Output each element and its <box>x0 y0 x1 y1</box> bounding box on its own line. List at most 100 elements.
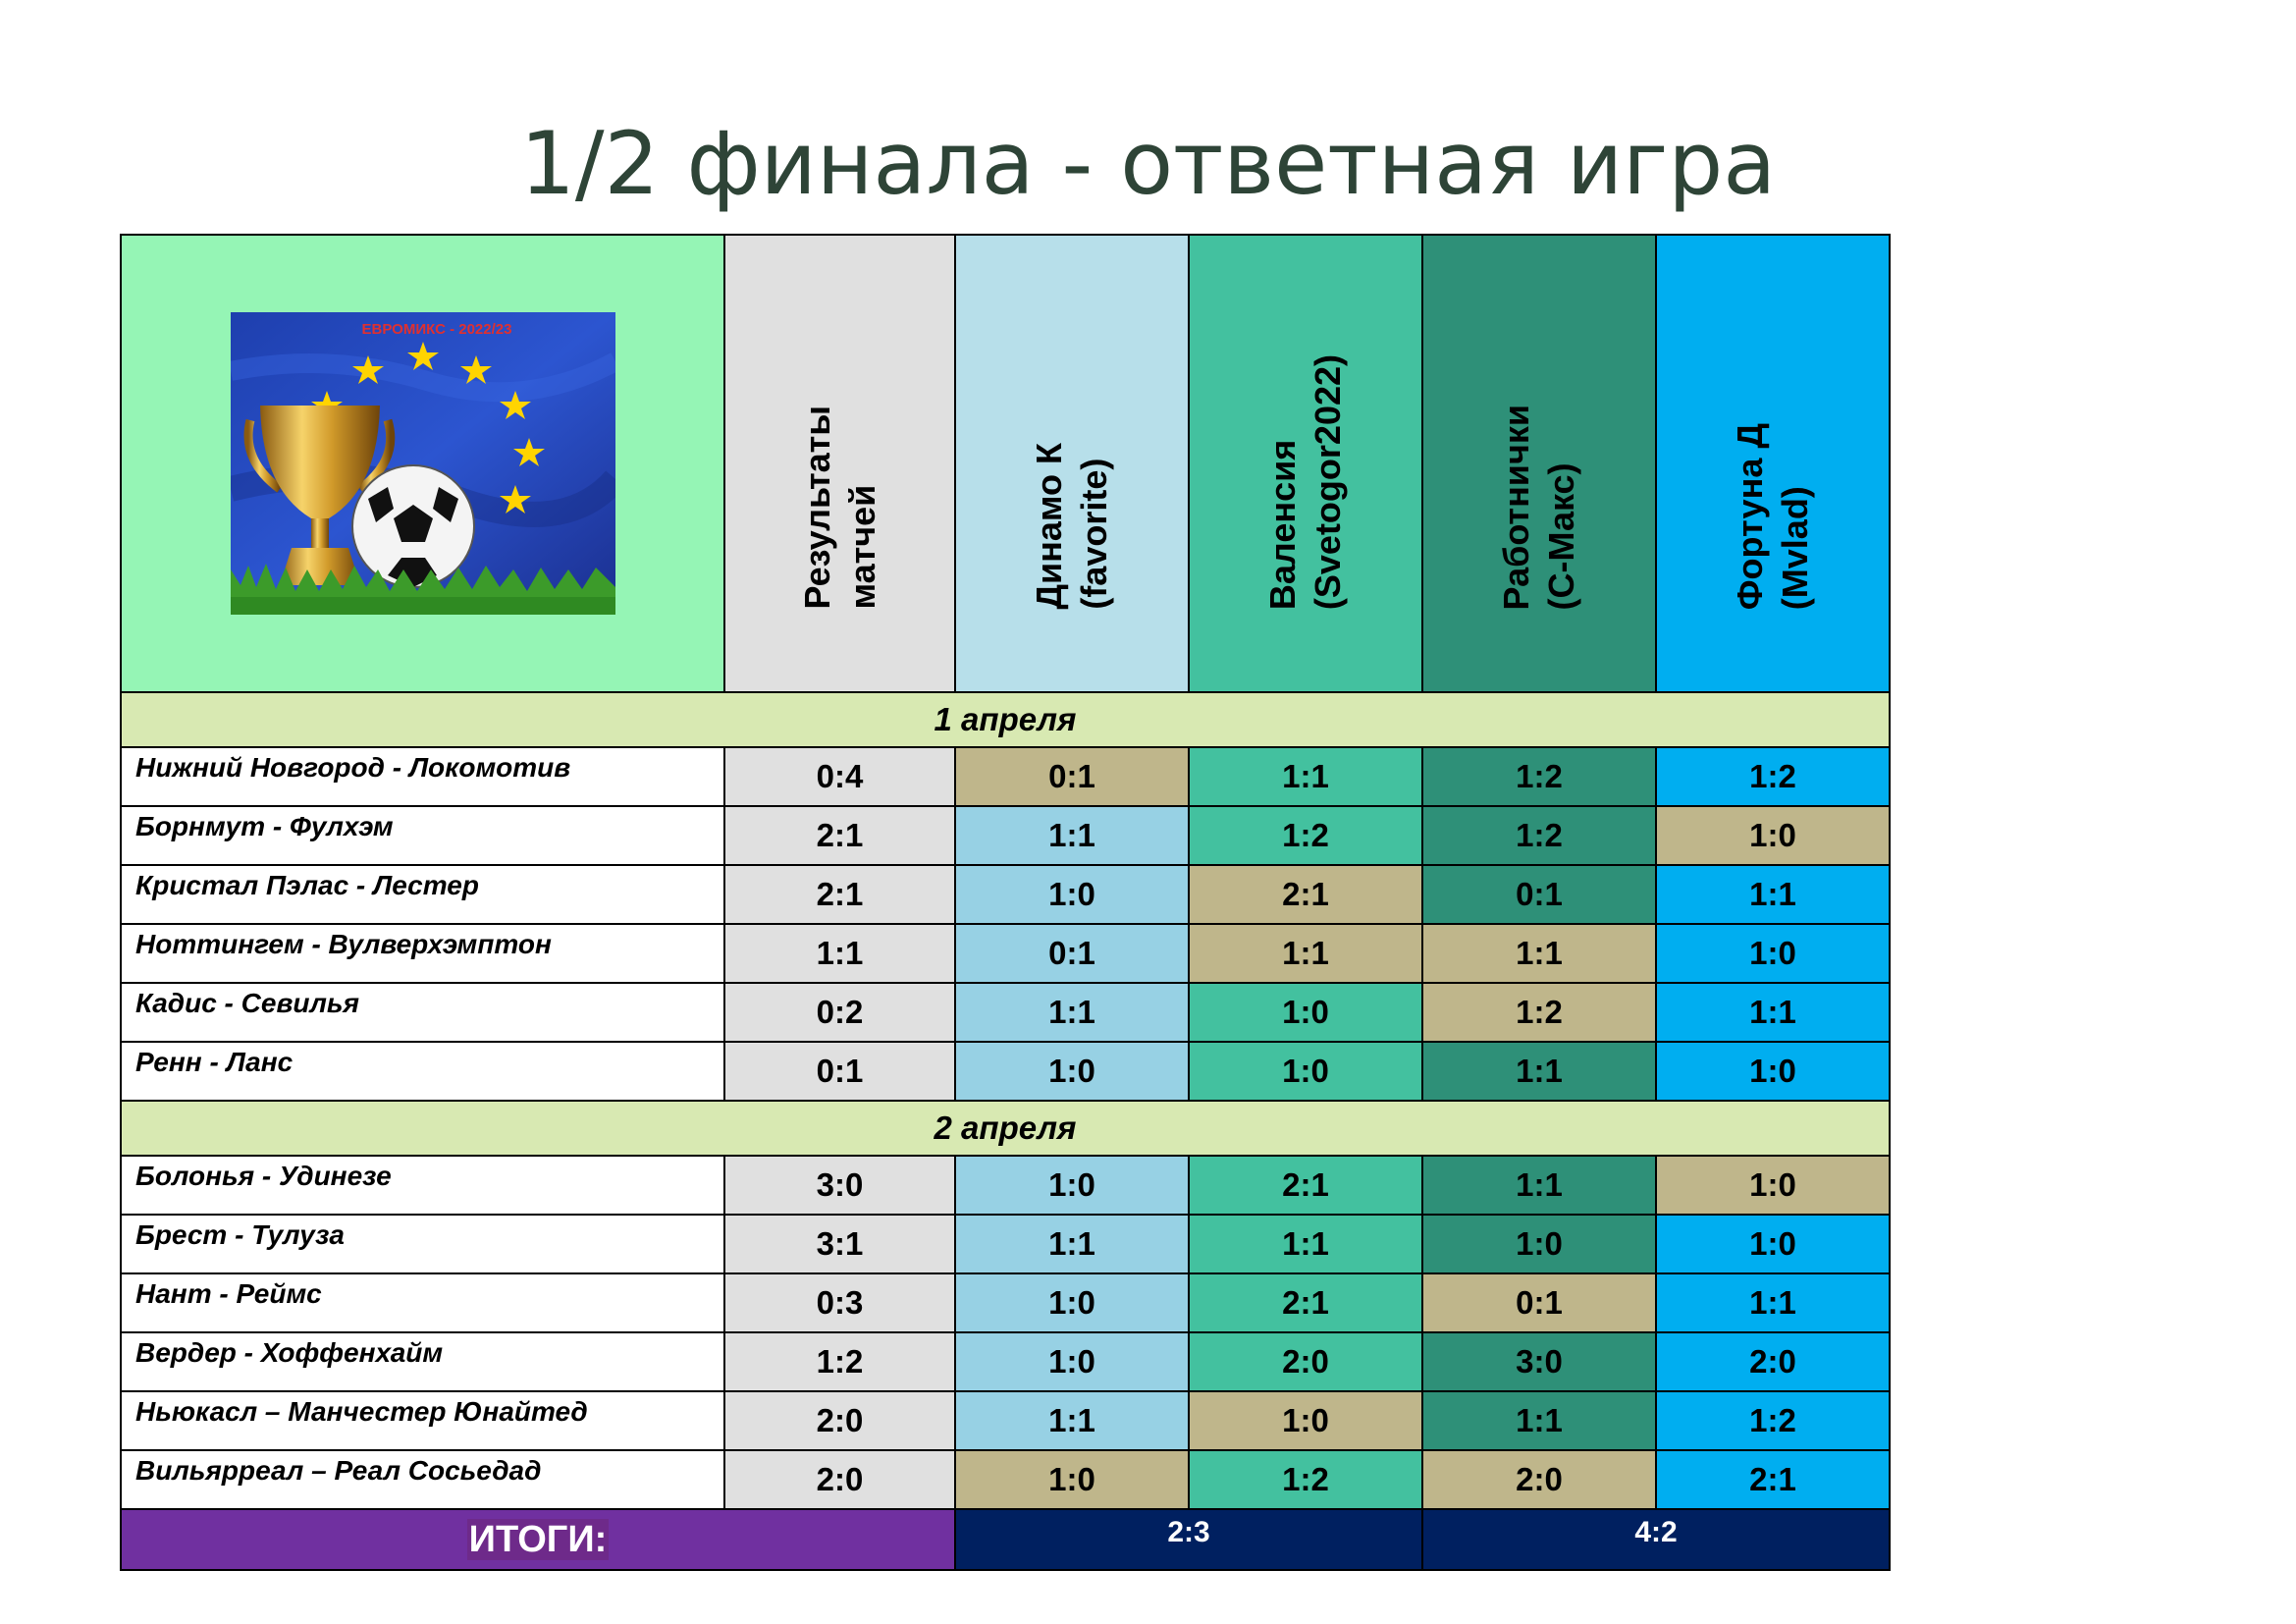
match-name: Ньюкасл – Манчестер Юнайтед <box>120 1390 725 1451</box>
date-row: 1 апреля <box>120 691 1891 748</box>
score-cell-rabotnichki: 1:2 <box>1421 746 1657 807</box>
score-cell-valencia: 1:0 <box>1188 1390 1423 1451</box>
score-cell-dinamo: 1:1 <box>954 1390 1190 1451</box>
score-cell-fortuna: 1:0 <box>1655 805 1891 866</box>
score-cell-fortuna: 1:0 <box>1655 923 1891 984</box>
score-cell-results: 2:1 <box>723 864 956 925</box>
score-cell-fortuna: 1:2 <box>1655 746 1891 807</box>
score-cell-valencia: 1:1 <box>1188 923 1423 984</box>
score-cell-fortuna: 1:1 <box>1655 1272 1891 1333</box>
score-cell-valencia: 1:2 <box>1188 805 1423 866</box>
score-cell-fortuna: 2:1 <box>1655 1449 1891 1510</box>
page-title: 1/2 финала - ответная игра <box>519 113 1777 214</box>
score-cell-rabotnichki: 1:1 <box>1421 923 1657 984</box>
match-name: Кристал Пэлас - Лестер <box>120 864 725 925</box>
totals-label-cell: ИТОГИ: <box>120 1508 956 1571</box>
score-cell-results: 0:1 <box>723 1041 956 1102</box>
score-cell-results: 1:2 <box>723 1331 956 1392</box>
score-cell-valencia: 1:2 <box>1188 1449 1423 1510</box>
date-row: 2 апреля <box>120 1100 1891 1157</box>
match-row: Болонья - Удинезе 3:0 1:0 2:1 1:1 1:0 <box>120 1155 1891 1216</box>
score-cell-fortuna: 1:1 <box>1655 982 1891 1043</box>
score-cell-results: 2:0 <box>723 1390 956 1451</box>
match-row: Ренн - Ланс 0:1 1:0 1:0 1:1 1:0 <box>120 1041 1891 1102</box>
header-row: ЕВРОМИКС - 2022/23 <box>120 234 1891 693</box>
score-cell-dinamo: 0:1 <box>954 923 1190 984</box>
header-valencia: Валенсия (Svetogor2022) <box>1188 234 1423 693</box>
match-name: Нижний Новгород - Локомотив <box>120 746 725 807</box>
score-cell-results: 0:3 <box>723 1272 956 1333</box>
score-cell-rabotnichki: 1:2 <box>1421 982 1657 1043</box>
match-row: Нижний Новгород - Локомотив 0:4 0:1 1:1 1:2 1… <box>120 746 1891 807</box>
score-cell-valencia: 1:0 <box>1188 982 1423 1043</box>
score-cell-dinamo: 1:1 <box>954 982 1190 1043</box>
score-cell-valencia: 2:0 <box>1188 1331 1423 1392</box>
match-name: Кадис - Севилья <box>120 982 725 1043</box>
score-cell-dinamo: 1:0 <box>954 1331 1190 1392</box>
match-name: Нант - Реймс <box>120 1272 725 1333</box>
match-row: Кристал Пэлас - Лестер 2:1 1:0 2:1 0:1 1:1 <box>120 864 1891 925</box>
match-row: Ноттингем - Вулверхэмптон 1:1 0:1 1:1 1:1 1:0 <box>120 923 1891 984</box>
header-rabotnichki: Работнички (С-Макс) <box>1421 234 1657 693</box>
score-cell-dinamo: 1:1 <box>954 1214 1190 1274</box>
score-cell-valencia: 1:1 <box>1188 746 1423 807</box>
score-cell-fortuna: 1:0 <box>1655 1155 1891 1216</box>
score-cell-results: 2:0 <box>723 1449 956 1510</box>
score-cell-rabotnichki: 0:1 <box>1421 1272 1657 1333</box>
match-row: Вильярреал – Реал Сосьедад 2:0 1:0 1:2 2:0 2:… <box>120 1449 1891 1510</box>
match-name: Брест - Тулуза <box>120 1214 725 1274</box>
match-name: Ренн - Ланс <box>120 1041 725 1102</box>
match-row: Брест - Тулуза 3:1 1:1 1:1 1:0 1:0 <box>120 1214 1891 1274</box>
header-dinamo: Динамо К (favorite) <box>954 234 1190 693</box>
score-cell-dinamo: 1:0 <box>954 1041 1190 1102</box>
score-cell-rabotnichki: 2:0 <box>1421 1449 1657 1510</box>
match-row: Кадис - Севилья 0:2 1:1 1:0 1:2 1:1 <box>120 982 1891 1043</box>
score-cell-results: 3:1 <box>723 1214 956 1274</box>
standings-table: ЕВРОМИКС - 2022/23 <box>120 234 1891 1571</box>
match-row: Нант - Реймс 0:3 1:0 2:1 0:1 1:1 <box>120 1272 1891 1333</box>
header-results: Результаты матчей <box>723 234 956 693</box>
date-label: 1 апреля <box>120 691 1891 748</box>
score-cell-dinamo: 1:0 <box>954 864 1190 925</box>
score-cell-valencia: 1:0 <box>1188 1041 1423 1102</box>
score-cell-fortuna: 1:0 <box>1655 1214 1891 1274</box>
match-name: Ноттингем - Вулверхэмптон <box>120 923 725 984</box>
score-cell-results: 0:4 <box>723 746 956 807</box>
match-name: Борнмут - Фулхэм <box>120 805 725 866</box>
match-row: Вердер - Хоффенхайм 1:2 1:0 2:0 3:0 2:0 <box>120 1331 1891 1392</box>
score-cell-fortuna: 1:1 <box>1655 864 1891 925</box>
score-cell-dinamo: 1:0 <box>954 1272 1190 1333</box>
match-name: Вильярреал – Реал Сосьедад <box>120 1449 725 1510</box>
logo-cell: ЕВРОМИКС - 2022/23 <box>120 234 725 693</box>
score-cell-dinamo: 1:1 <box>954 805 1190 866</box>
totals-score-1: 2:3 <box>954 1508 1423 1571</box>
soccer-ball-icon <box>350 464 475 588</box>
score-cell-results: 2:1 <box>723 805 956 866</box>
score-cell-rabotnichki: 1:1 <box>1421 1041 1657 1102</box>
eu-stars-icon <box>310 342 545 514</box>
totals-row: ИТОГИ: 2:3 4:2 <box>120 1508 1891 1571</box>
date-label: 2 апреля <box>120 1100 1891 1157</box>
score-cell-rabotnichki: 1:1 <box>1421 1155 1657 1216</box>
score-cell-rabotnichki: 0:1 <box>1421 864 1657 925</box>
score-cell-rabotnichki: 3:0 <box>1421 1331 1657 1392</box>
score-cell-results: 3:0 <box>723 1155 956 1216</box>
score-cell-fortuna: 1:2 <box>1655 1390 1891 1451</box>
score-cell-results: 1:1 <box>723 923 956 984</box>
trophy-ball-logo: ЕВРОМИКС - 2022/23 <box>230 312 615 615</box>
totals-score-2: 4:2 <box>1421 1508 1891 1571</box>
score-cell-dinamo: 1:0 <box>954 1155 1190 1216</box>
score-cell-valencia: 2:1 <box>1188 864 1423 925</box>
score-cell-rabotnichki: 1:1 <box>1421 1390 1657 1451</box>
score-cell-rabotnichki: 1:0 <box>1421 1214 1657 1274</box>
score-cell-fortuna: 2:0 <box>1655 1331 1891 1392</box>
match-row: Ньюкасл – Манчестер Юнайтед 2:0 1:1 1:0 1:1 1… <box>120 1390 1891 1451</box>
score-cell-valencia: 1:1 <box>1188 1214 1423 1274</box>
header-fortuna: Фортуна Д (Mvlad) <box>1655 234 1891 693</box>
trophy-icon <box>243 406 395 585</box>
score-cell-dinamo: 1:0 <box>954 1449 1190 1510</box>
score-cell-valencia: 2:1 <box>1188 1272 1423 1333</box>
score-cell-results: 0:2 <box>723 982 956 1043</box>
match-name: Болонья - Удинезе <box>120 1155 725 1216</box>
score-cell-fortuna: 1:0 <box>1655 1041 1891 1102</box>
